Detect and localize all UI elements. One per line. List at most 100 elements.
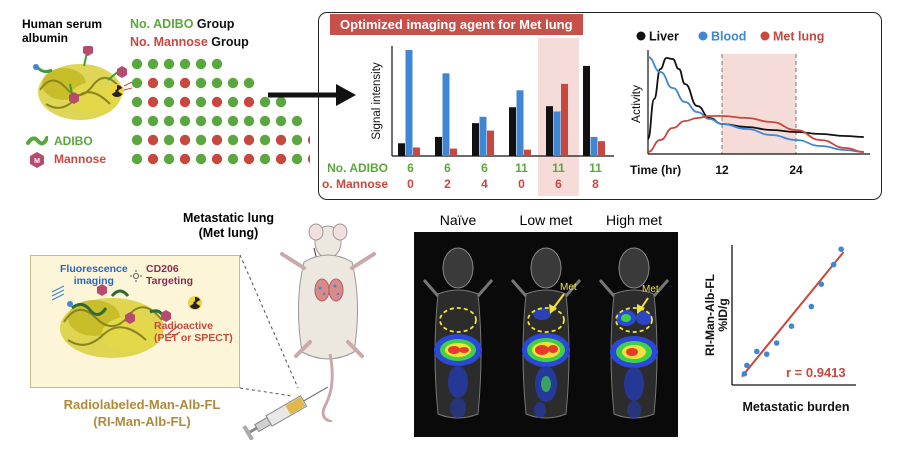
ct-scan-naive bbox=[422, 247, 494, 419]
correlation-scatter: RI-Man-Alb-FL %ID/g Metastatic burden r = 0… bbox=[703, 245, 856, 414]
adibo-dot bbox=[195, 96, 207, 108]
met-label-low: Met bbox=[560, 282, 577, 293]
scatter-point bbox=[741, 371, 748, 377]
mannose-count-value: 2 bbox=[444, 177, 451, 191]
bar bbox=[413, 147, 420, 156]
mannose-icon: M bbox=[30, 152, 44, 168]
correlation-annotation: r = 0.9413 bbox=[786, 365, 846, 380]
x-axis-label: Time (hr) bbox=[630, 163, 681, 177]
adibo-count-value: 11 bbox=[589, 161, 602, 175]
scatter-point bbox=[818, 281, 825, 287]
adibo-dot bbox=[291, 115, 303, 127]
adibo-dot bbox=[147, 115, 159, 127]
adibo-dot bbox=[163, 58, 175, 70]
scatter-point bbox=[773, 340, 780, 346]
ct-image-naive bbox=[414, 232, 502, 437]
signal-intensity-chart: Signal intensity No. ADIBO No. Mannose 6 6 6 1… bbox=[322, 38, 614, 196]
adibo-dot bbox=[227, 77, 239, 89]
bar bbox=[590, 136, 598, 156]
legend-swatch bbox=[636, 31, 646, 41]
probe-radioactive-label: Radioactive (PET or SPECT) bbox=[154, 320, 233, 344]
fit-line bbox=[741, 251, 845, 378]
legend-label: Met lung bbox=[773, 30, 824, 44]
mannose-dot bbox=[243, 153, 255, 165]
arrow-right-icon bbox=[268, 84, 356, 106]
adibo-dot bbox=[163, 153, 175, 165]
probe-targeting-label: CD206 Targeting bbox=[146, 263, 194, 287]
highlight-region bbox=[722, 54, 796, 154]
adibo-count-value: 11 bbox=[552, 161, 565, 175]
mannose-dot bbox=[179, 134, 191, 146]
legend-adibo-label: ADIBO bbox=[54, 134, 93, 148]
adibo-count-value: 6 bbox=[481, 161, 488, 175]
adibo-dot bbox=[131, 153, 143, 165]
bar bbox=[509, 107, 516, 156]
dot-grid bbox=[131, 58, 310, 165]
mannose-dot bbox=[179, 153, 191, 165]
y-axis-label: Activity bbox=[629, 85, 643, 123]
mouse-label: Metastatic lung (Met lung) bbox=[183, 211, 274, 240]
adibo-group-text: Group bbox=[193, 17, 235, 31]
bar bbox=[472, 123, 479, 156]
x-tick-label: 24 bbox=[789, 163, 803, 177]
ct-scan-high-met: Met bbox=[598, 247, 670, 419]
ct-image-low-met: Met bbox=[502, 232, 590, 437]
scatter-point bbox=[754, 348, 760, 355]
mannose-dot bbox=[243, 134, 255, 146]
activity-time-chart: Activity Time (hr) 12 24 Liver Blood Met lung bbox=[629, 30, 870, 177]
adibo-dot bbox=[131, 58, 143, 70]
legend-swatch bbox=[760, 31, 770, 41]
mannose-count-value: 8 bbox=[592, 177, 599, 191]
mannose-dot bbox=[307, 135, 310, 145]
panel-title-low-met: Low met bbox=[519, 212, 573, 228]
panel-title-naive: Naïve bbox=[439, 212, 477, 228]
radioactive-icon bbox=[110, 84, 124, 98]
met-label-high: Met bbox=[642, 284, 659, 295]
adibo-count-value: 11 bbox=[515, 161, 528, 175]
group-title-mannose: No. Mannose Group bbox=[130, 35, 249, 49]
mannose-dot bbox=[307, 154, 310, 164]
light-icon bbox=[130, 270, 142, 282]
adibo-dot bbox=[211, 77, 223, 89]
bar bbox=[479, 116, 487, 156]
scatter-point bbox=[788, 323, 795, 329]
ct-image-high-met: Met bbox=[590, 232, 678, 437]
mannose-group-text: Group bbox=[207, 35, 249, 49]
bar bbox=[442, 73, 450, 156]
adibo-dot bbox=[131, 77, 143, 89]
adibo-dot bbox=[291, 153, 303, 165]
bar bbox=[405, 50, 413, 156]
adibo-dot bbox=[211, 115, 223, 127]
adibo-dot bbox=[195, 115, 207, 127]
optimized-agent-panel bbox=[318, 12, 882, 200]
protein-label: Human serum albumin bbox=[22, 17, 103, 45]
bar bbox=[435, 136, 442, 156]
adibo-dot bbox=[259, 115, 271, 127]
adibo-dot bbox=[275, 96, 287, 108]
adibo-dot bbox=[227, 153, 239, 165]
bar bbox=[524, 149, 531, 156]
y-axis-label: Signal intensity bbox=[371, 62, 383, 140]
zoom-guide-lines bbox=[240, 254, 299, 397]
mannose-count-value: 6 bbox=[555, 177, 562, 191]
mannose-dot bbox=[211, 153, 223, 165]
adibo-dot bbox=[195, 58, 207, 70]
adibo-count-value: 6 bbox=[407, 161, 414, 175]
adibo-count-value: 6 bbox=[444, 161, 451, 175]
mannose-count-value: 4 bbox=[481, 177, 488, 191]
adibo-dot bbox=[259, 134, 271, 146]
mannose-count-value: 0 bbox=[407, 177, 414, 191]
x-tick-label: 12 bbox=[715, 163, 729, 177]
adibo-dot bbox=[243, 115, 255, 127]
mannose-dot bbox=[147, 153, 159, 165]
bar bbox=[450, 148, 457, 156]
adibo-dot bbox=[227, 134, 239, 146]
adibo-dot bbox=[259, 96, 271, 108]
adibo-dot bbox=[179, 115, 191, 127]
mouse-illustration bbox=[280, 223, 376, 422]
adibo-dot bbox=[147, 58, 159, 70]
adibo-dot bbox=[195, 153, 207, 165]
adibo-count-text: No. ADIBO bbox=[130, 17, 194, 31]
legend-label: Blood bbox=[711, 30, 746, 44]
adibo-dot bbox=[227, 115, 239, 127]
